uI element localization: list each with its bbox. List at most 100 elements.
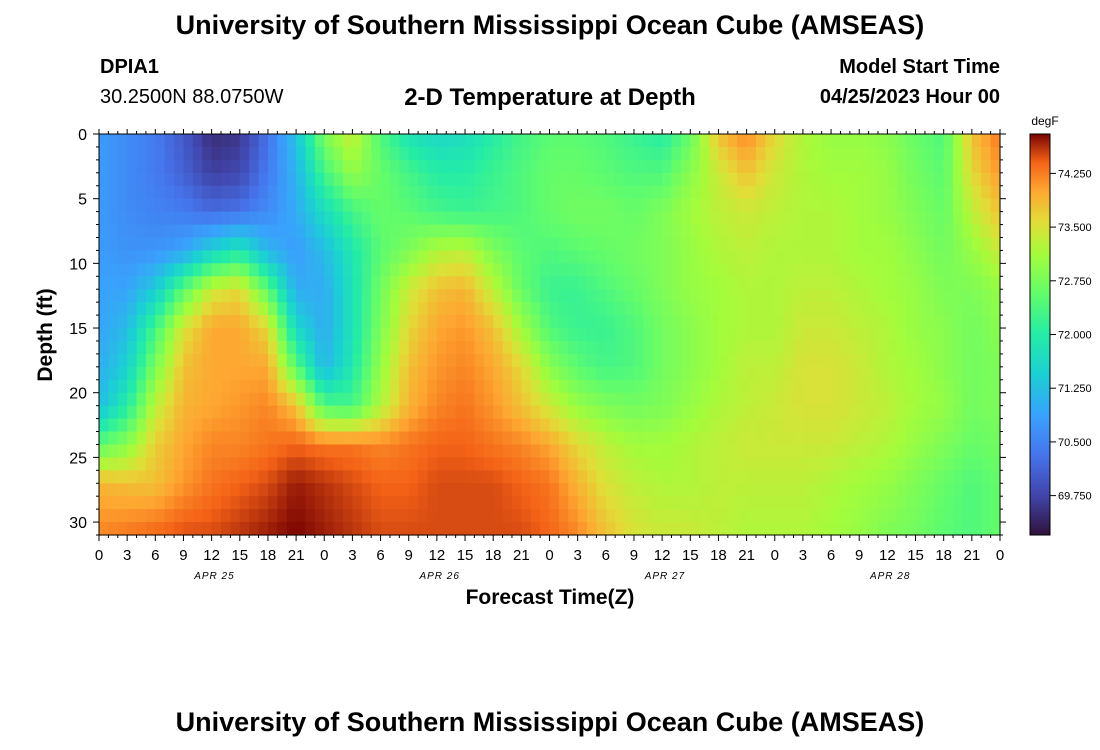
heatmap-cell <box>633 340 644 355</box>
heatmap-cell <box>549 444 560 458</box>
heatmap-cell <box>821 198 832 213</box>
heatmap-cell <box>474 405 485 420</box>
heatmap-cell <box>906 237 917 252</box>
heatmap-cell <box>652 224 663 239</box>
heatmap-cell <box>530 418 541 433</box>
heatmap-cell <box>671 483 682 497</box>
heatmap-cell <box>155 276 166 290</box>
heatmap-cell <box>145 418 156 433</box>
heatmap-cell <box>802 392 813 407</box>
heatmap-cell <box>221 431 231 446</box>
heatmap-cell <box>746 470 757 484</box>
heatmap-cell <box>117 289 128 303</box>
heatmap-cell <box>765 392 776 407</box>
heatmap-cell <box>868 315 879 329</box>
heatmap-cell <box>267 353 278 368</box>
heatmap-cell <box>99 263 109 277</box>
heatmap-cell <box>849 211 860 226</box>
heatmap-cell <box>821 509 832 523</box>
heatmap-cell <box>680 496 691 510</box>
heatmap-cell <box>774 224 785 239</box>
heatmap-cell <box>202 134 213 148</box>
heatmap-cell <box>324 470 335 484</box>
heatmap-cell <box>127 496 138 510</box>
heatmap-cell <box>530 146 541 161</box>
heatmap-cell <box>859 211 870 226</box>
heatmap-cell <box>962 159 973 174</box>
heatmap-cell <box>652 522 663 536</box>
heatmap-cell <box>737 405 748 420</box>
heatmap-cell <box>624 496 635 510</box>
heatmap-cell <box>587 340 598 355</box>
heatmap-cell <box>831 159 842 174</box>
heatmap-cell <box>981 392 992 407</box>
heatmap-cell <box>380 146 391 161</box>
heatmap-cell <box>502 353 513 368</box>
heatmap-cell <box>643 250 654 264</box>
heatmap-cell <box>408 134 419 148</box>
heatmap-cell <box>709 379 720 394</box>
heatmap-cell <box>690 328 701 342</box>
heatmap-cell <box>887 289 898 303</box>
heatmap-cell <box>371 418 382 433</box>
heatmap-cell <box>943 418 954 433</box>
heatmap-cell <box>521 289 532 303</box>
heatmap-cell <box>136 470 147 484</box>
heatmap-cell <box>521 224 532 239</box>
heatmap-cell <box>380 134 391 148</box>
heatmap-cell <box>305 289 316 303</box>
heatmap-cell <box>127 353 138 368</box>
heatmap-cell <box>802 418 813 433</box>
heatmap-cell <box>793 444 804 458</box>
heatmap-cell <box>408 159 419 174</box>
heatmap-cell <box>633 522 644 536</box>
heatmap-cell <box>530 509 541 523</box>
heatmap-cell <box>755 159 766 174</box>
heatmap-cell <box>418 198 429 213</box>
heatmap-cell <box>568 198 579 213</box>
heatmap-cell <box>333 470 344 484</box>
heatmap-cell <box>877 522 888 536</box>
heatmap-cell <box>943 302 954 316</box>
heatmap-cell <box>887 405 898 420</box>
heatmap-cell <box>962 431 973 446</box>
heatmap-cell <box>145 340 156 355</box>
heatmap-cell <box>418 172 429 187</box>
heatmap-cell <box>455 457 466 471</box>
heatmap-cell <box>249 211 260 226</box>
heatmap-cell <box>239 379 250 394</box>
heatmap-cell <box>540 185 551 200</box>
heatmap-cell <box>389 444 400 458</box>
heatmap-cell <box>587 172 598 187</box>
heatmap-cell <box>455 405 466 420</box>
heatmap-cell <box>239 250 250 264</box>
heatmap-cell <box>971 483 982 497</box>
heatmap-cell <box>174 146 185 161</box>
heatmap-cell <box>615 146 626 161</box>
heatmap-cell <box>211 237 222 252</box>
heatmap-cell <box>718 172 729 187</box>
heatmap-cell <box>127 315 138 329</box>
heatmap-cell <box>474 353 485 368</box>
heatmap-cell <box>221 198 231 213</box>
heatmap-cell <box>990 146 1001 161</box>
heatmap-cell <box>474 470 485 484</box>
heatmap-cell <box>99 315 109 329</box>
heatmap-cell <box>511 509 522 523</box>
heatmap-cell <box>718 457 729 471</box>
heatmap-cell <box>596 185 607 200</box>
heatmap-cell <box>305 522 316 536</box>
heatmap-cell <box>155 159 166 174</box>
heatmap-cell <box>305 483 316 497</box>
heatmap-cell <box>249 315 260 329</box>
heatmap-cell <box>99 289 109 303</box>
heatmap-cell <box>192 379 203 394</box>
heatmap-cell <box>953 134 964 148</box>
heatmap-cell <box>221 483 231 497</box>
heatmap-cell <box>249 134 260 148</box>
heatmap-cell <box>127 276 138 290</box>
heatmap-cell <box>690 250 701 264</box>
heatmap-cell <box>399 146 410 161</box>
heatmap-cell <box>690 444 701 458</box>
heatmap-cell <box>558 496 569 510</box>
